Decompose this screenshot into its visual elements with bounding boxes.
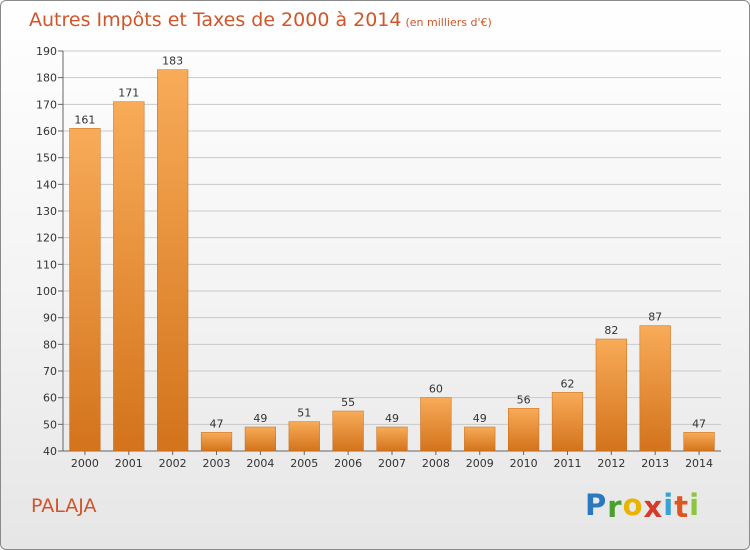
x-tick-label: 2006 — [334, 457, 362, 470]
y-tick-label: 160 — [36, 125, 57, 138]
bar — [288, 421, 320, 452]
y-tick-label: 140 — [36, 178, 57, 191]
y-tick-label: 100 — [36, 285, 57, 298]
y-tick-label: 130 — [36, 205, 57, 218]
data-label: 55 — [341, 396, 355, 409]
chart-unit: (en milliers d'€) — [405, 16, 492, 29]
x-tick-label: 2009 — [466, 457, 494, 470]
data-label: 47 — [692, 417, 706, 430]
y-tick-label: 80 — [43, 338, 57, 351]
x-tick-label: 2011 — [553, 457, 581, 470]
bar — [244, 426, 277, 452]
logo-letter: i — [663, 488, 675, 522]
x-tick-label: 2003 — [203, 457, 231, 470]
logo-letter: t — [674, 490, 690, 524]
x-tick-label: 2001 — [115, 457, 143, 470]
data-label: 62 — [560, 377, 574, 390]
data-label: 47 — [210, 417, 224, 430]
y-tick-label: 40 — [43, 445, 57, 458]
logo-letter: r — [607, 490, 623, 524]
x-tick-label: 2014 — [685, 457, 713, 470]
logo-letter: o — [622, 488, 644, 522]
bar — [420, 397, 452, 452]
y-tick-label: 70 — [43, 365, 57, 378]
x-tick-label: 2013 — [641, 457, 669, 470]
data-label: 49 — [385, 412, 399, 425]
x-tick-label: 2005 — [290, 457, 318, 470]
data-label: 49 — [253, 412, 267, 425]
x-tick-label: 2008 — [422, 457, 450, 470]
x-tick-label: 2010 — [510, 457, 538, 470]
bar — [332, 410, 364, 452]
y-tick-label: 180 — [36, 72, 57, 85]
bar — [595, 338, 627, 452]
bar — [464, 426, 496, 452]
y-tick-label: 90 — [43, 312, 57, 325]
bar — [376, 426, 408, 452]
bar — [113, 101, 145, 452]
data-label: 56 — [517, 393, 531, 406]
data-label: 49 — [473, 412, 487, 425]
bar — [200, 432, 233, 452]
y-tick-label: 120 — [36, 232, 57, 245]
data-label: 82 — [604, 324, 618, 337]
y-tick-label: 60 — [43, 392, 57, 405]
x-tick-label: 2004 — [246, 457, 274, 470]
data-label: 171 — [118, 87, 139, 100]
logo-letter: P — [585, 488, 608, 522]
bar — [507, 408, 540, 452]
data-label: 183 — [162, 55, 183, 68]
proxiti-logo[interactable]: Proxiti — [585, 488, 701, 524]
y-tick-label: 190 — [36, 45, 57, 58]
x-tick-label: 2012 — [597, 457, 625, 470]
commune-name: PALAJA — [31, 495, 97, 517]
y-tick-label: 150 — [36, 152, 57, 165]
logo-letter: i — [689, 488, 701, 522]
data-label: 87 — [648, 311, 662, 324]
data-label: 60 — [429, 383, 443, 396]
x-tick-label: 2002 — [159, 457, 187, 470]
y-tick-label: 50 — [43, 418, 57, 431]
data-label: 51 — [297, 407, 311, 420]
data-label: 161 — [74, 113, 95, 126]
chart-title-text: Autres Impôts et Taxes de 2000 à 2014 — [29, 9, 402, 31]
bar — [69, 128, 101, 452]
x-tick-label: 2000 — [71, 457, 99, 470]
bar — [683, 432, 715, 452]
bar — [639, 325, 671, 452]
chart-title: Autres Impôts et Taxes de 2000 à 2014 (en… — [29, 9, 492, 31]
bar — [157, 69, 189, 452]
y-tick-label: 170 — [36, 98, 57, 111]
x-tick-label: 2007 — [378, 457, 406, 470]
logo-letter: x — [643, 490, 664, 524]
bar — [551, 392, 584, 452]
y-tick-label: 110 — [36, 258, 57, 271]
